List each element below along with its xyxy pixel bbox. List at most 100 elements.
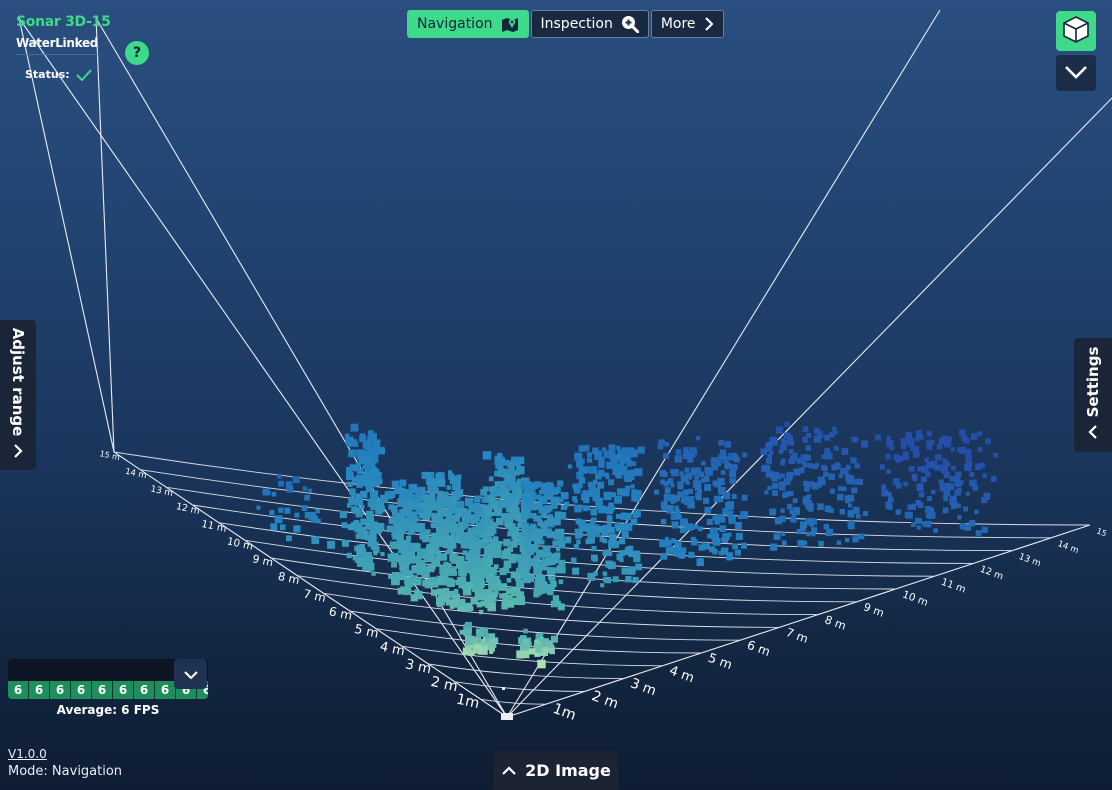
- sonar-point: [547, 589, 553, 596]
- sonar-point: [485, 517, 490, 523]
- tab-more[interactable]: More: [650, 10, 724, 38]
- sonar-point: [670, 513, 678, 520]
- sonar-point: [886, 436, 891, 441]
- sonar-point: [495, 542, 502, 548]
- view-3d-button[interactable]: [1056, 11, 1096, 51]
- left-range-label: 13 m: [149, 484, 173, 499]
- sonar-point: [359, 435, 367, 443]
- sonar-point: [512, 587, 521, 596]
- help-button[interactable]: ?: [125, 41, 149, 65]
- tab-inspection[interactable]: Inspection: [530, 10, 649, 38]
- sonar-point: [688, 488, 694, 494]
- map-marker-icon: [501, 16, 519, 32]
- sonar-point: [359, 556, 366, 562]
- sonar-point: [943, 460, 951, 467]
- sonar-point: [885, 453, 891, 460]
- sonar-point: [720, 453, 727, 459]
- sonar-point: [599, 537, 605, 542]
- image-2d-toggle[interactable]: 2D Image: [494, 751, 618, 790]
- sonar-point: [796, 529, 802, 535]
- sonar-point: [688, 496, 695, 503]
- sonar-point: [913, 451, 920, 458]
- chevron-right-icon: [11, 443, 25, 463]
- sonar-point: [550, 600, 558, 608]
- sonar-point: [424, 529, 431, 535]
- sonar-point: [767, 453, 772, 458]
- sonar-point: [728, 453, 733, 458]
- sonar-point: [583, 496, 590, 504]
- status-label: Status:: [25, 68, 70, 81]
- sonar-point: [916, 525, 921, 530]
- sonar-point: [521, 480, 526, 485]
- sonar-point: [694, 481, 702, 489]
- settings-panel-toggle[interactable]: Settings: [1074, 338, 1112, 452]
- sonar-point: [406, 510, 411, 515]
- right-range-label: 2 m: [589, 688, 620, 712]
- sonar-point: [357, 455, 362, 460]
- left-range-label: 12 m: [175, 501, 201, 517]
- view-menu-toggle[interactable]: [1056, 55, 1096, 91]
- sonar-point: [396, 543, 403, 550]
- sonar-point: [718, 487, 726, 495]
- fps-toggle-button[interactable]: [174, 659, 207, 689]
- sonar-point: [401, 556, 411, 565]
- sonar-point: [365, 522, 371, 529]
- sonar-point: [606, 550, 613, 557]
- sonar-point: [466, 644, 472, 651]
- sonar-point: [609, 563, 616, 569]
- sonar-point: [687, 456, 694, 463]
- sonar-point: [625, 485, 631, 491]
- right-range-label: 1m: [551, 701, 578, 724]
- sonar-point: [400, 487, 406, 493]
- sonar-point: [387, 490, 396, 498]
- sonar-point: [447, 546, 454, 553]
- sonar-point: [838, 474, 843, 479]
- sonar-point: [965, 491, 970, 496]
- sonar-point: [457, 603, 465, 611]
- sonar-point: [802, 426, 809, 432]
- sonar-point: [534, 502, 541, 509]
- sonar-point: [548, 558, 556, 566]
- sonar-point: [456, 500, 465, 509]
- left-range-label: 6 m: [328, 604, 354, 623]
- tab-navigation-label: Navigation: [417, 16, 493, 32]
- sonar-point: [394, 532, 401, 539]
- sonar-point: [490, 490, 497, 497]
- sonar-point: [524, 554, 531, 561]
- sonar-point: [468, 649, 475, 656]
- sonar-point: [874, 434, 881, 441]
- sonar-point: [433, 545, 440, 552]
- sonar-point: [462, 522, 469, 528]
- sonar-point: [804, 486, 810, 492]
- sonar-point: [488, 496, 496, 503]
- left-range-label: 8 m: [277, 570, 301, 587]
- adjust-range-panel-toggle[interactable]: Adjust range: [0, 320, 36, 470]
- sonar-point: [737, 514, 743, 520]
- sonar-point: [786, 474, 793, 481]
- sonar-point: [467, 528, 473, 534]
- sonar-point: [619, 538, 626, 545]
- sonar-point: [446, 515, 456, 524]
- sonar-point: [774, 517, 783, 525]
- sonar-point: [789, 509, 794, 515]
- sonar-point: [509, 505, 519, 515]
- version-link[interactable]: V1.0.0: [8, 747, 47, 761]
- sonar-point: [454, 516, 460, 522]
- sonar-point: [523, 532, 530, 539]
- sonar-point: [449, 523, 459, 533]
- sonar-point: [621, 488, 630, 497]
- sonar-point: [516, 466, 525, 475]
- right-range-label: 4 m: [667, 663, 696, 686]
- sonar-point: [539, 637, 545, 642]
- sonar-point: [476, 571, 484, 579]
- sonar-point: [278, 507, 284, 513]
- sonar-point: [668, 494, 675, 501]
- sonar-point: [910, 522, 916, 527]
- right-range-label: 11 m: [939, 577, 967, 596]
- tab-navigation[interactable]: Navigation: [407, 10, 529, 38]
- sonar-point: [544, 520, 550, 526]
- range-arc: [271, 557, 857, 603]
- sonar-point: [706, 519, 713, 525]
- sonar-point: [718, 454, 724, 460]
